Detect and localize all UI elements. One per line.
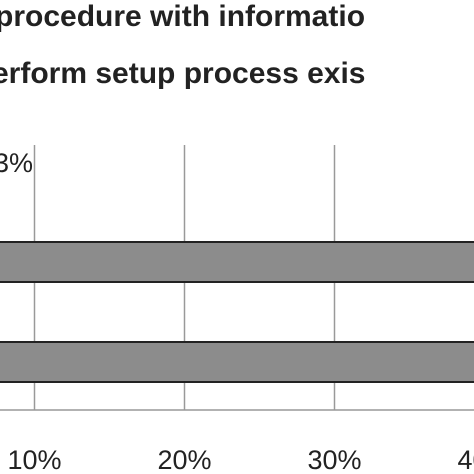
bar: [0, 241, 474, 283]
chart-title: procedure with informatio: [0, 0, 365, 33]
chart-title: erform setup process exis: [0, 57, 366, 90]
x-tick-label: 30%: [307, 445, 361, 474]
x-tick-label: 10%: [7, 445, 61, 474]
bar: [0, 341, 474, 383]
annotation: 3%: [0, 148, 33, 178]
x-tick-label: 40%: [457, 445, 474, 474]
x-tick-label: 20%: [157, 445, 211, 474]
